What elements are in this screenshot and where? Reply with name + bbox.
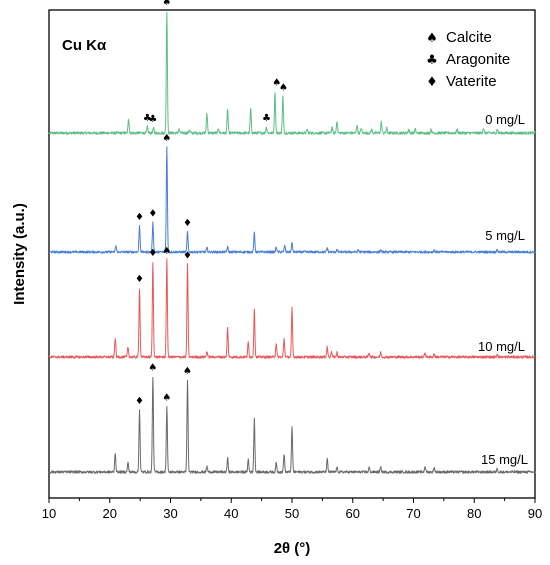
series-label: 15 mg/L [481,452,528,467]
traces [48,11,536,474]
legend-symbol-vaterite: ♦ [426,75,438,90]
x-tick-label: 10 [42,506,56,521]
phase-marker-calcite: ♠ [162,133,171,144]
phase-marker-vaterite: ♦ [183,218,192,229]
radiation-label: Cu Kα [62,37,107,54]
phase-marker-aragonite: ♣ [148,114,157,125]
phase-marker-vaterite: ♦ [148,209,157,220]
legend-label-aragonite: Aragonite [446,51,510,68]
phase-marker-vaterite: ♦ [135,274,144,285]
phase-marker-calcite: ♠ [148,363,157,374]
x-tick-label: 60 [346,506,360,521]
phase-marker-vaterite: ♦ [135,396,144,407]
series-label: 10 mg/L [478,339,525,354]
series-trace-3 [48,376,536,474]
x-axis-title: 2θ (°) [274,540,311,557]
legend: ♠ Calcite ♣ Aragonite ♦ Vaterite [426,29,510,90]
legend-label-vaterite: Vaterite [446,73,497,90]
legend-label-calcite: Calcite [446,29,492,46]
phase-marker-vaterite: ♦ [183,250,192,261]
phase-marker-calcite: ♠ [162,246,171,257]
phase-markers: ♠♣♣ ♣♠♠♦ ♦♠♦♦♦ ♠ ♦♦♠♠♠ [135,0,288,407]
series-trace-2 [48,258,536,359]
phase-marker-vaterite: ♦ [148,248,157,259]
legend-symbol-calcite: ♠ [426,31,438,46]
phase-marker-aragonite: ♣ [143,113,152,124]
x-axis: 10 20 30 40 50 60 70 80 90 [42,498,542,521]
y-axis-title: Intensity (a.u.) [11,203,28,305]
phase-marker-vaterite: ♦ [135,212,144,223]
phase-marker-calcite: ♠ [162,0,171,8]
x-tick-label: 90 [528,506,542,521]
series-label: 0 mg/L [485,112,525,127]
phase-marker-calcite: ♠ [162,392,171,403]
x-tick-label: 30 [163,506,177,521]
x-tick-label: 20 [103,506,117,521]
series-trace-0 [48,11,536,135]
x-tick-label: 70 [406,506,420,521]
phase-marker-calcite: ♠ [272,78,281,89]
phase-marker-calcite: ♠ [183,366,192,377]
series-labels: 0 mg/L 5 mg/L 10 mg/L 15 mg/L [478,112,528,467]
legend-symbol-aragonite: ♣ [426,53,438,68]
series-label: 5 mg/L [485,228,525,243]
phase-marker-aragonite: ♣ [262,113,271,124]
series-trace-1 [48,146,536,254]
x-tick-label: 40 [224,506,238,521]
phase-marker-calcite: ♠ [279,82,288,93]
x-tick-label: 50 [285,506,299,521]
x-tick-label: 80 [467,506,481,521]
